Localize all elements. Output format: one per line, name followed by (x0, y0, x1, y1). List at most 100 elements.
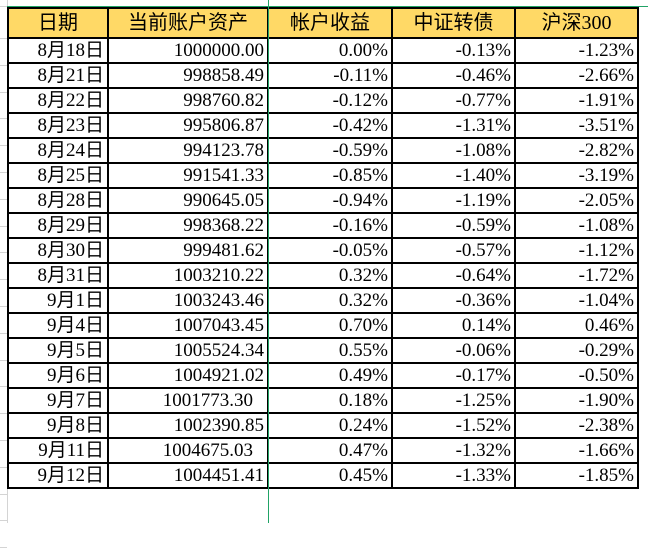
csi300-cell[interactable]: -0.50% (514, 362, 639, 389)
assets-cell[interactable]: 1004451.41 (107, 462, 269, 489)
csi-convertible-cell[interactable]: -0.77% (391, 87, 516, 114)
column-header-date[interactable]: 日期 (7, 7, 109, 39)
account-return-cell[interactable]: 0.70% (267, 312, 393, 339)
assets-cell[interactable]: 1000000.00 (107, 37, 269, 64)
csi300-cell[interactable]: -3.51% (514, 112, 639, 139)
date-cell[interactable]: 9月1日 (7, 287, 109, 314)
csi300-cell[interactable]: -2.82% (514, 137, 639, 164)
csi300-cell[interactable]: -2.05% (514, 187, 639, 214)
csi-convertible-cell[interactable]: -0.57% (391, 237, 516, 264)
csi-convertible-cell[interactable]: -1.19% (391, 187, 516, 214)
csi-convertible-cell[interactable]: -1.33% (391, 462, 516, 489)
assets-cell[interactable]: 991541.33 (107, 162, 269, 189)
account-return-cell[interactable]: -0.94% (267, 187, 393, 214)
date-cell[interactable]: 9月7日 (7, 387, 109, 414)
csi300-cell[interactable]: -1.72% (514, 262, 639, 289)
assets-cell[interactable]: 995806.87 (107, 112, 269, 139)
account-return-cell[interactable]: 0.32% (267, 287, 393, 314)
date-cell[interactable]: 9月8日 (7, 412, 109, 439)
table-row: 9月4日 1007043.45 0.70% 0.14% 0.46% (7, 312, 639, 339)
csi-convertible-cell[interactable]: -0.64% (391, 262, 516, 289)
account-return-cell[interactable]: 0.55% (267, 337, 393, 364)
csi-convertible-cell[interactable]: 0.14% (391, 312, 516, 339)
assets-cell[interactable]: 1004921.02 (107, 362, 269, 389)
row-gridline (0, 493, 7, 495)
csi300-cell[interactable]: -0.29% (514, 337, 639, 364)
date-cell[interactable]: 8月29日 (7, 212, 109, 239)
column-header-csi-convertible[interactable]: 中证转债 (391, 7, 516, 39)
account-return-cell[interactable]: -0.16% (267, 212, 393, 239)
account-return-cell[interactable]: 0.24% (267, 412, 393, 439)
account-return-cell[interactable]: 0.32% (267, 262, 393, 289)
assets-cell[interactable]: 1001773.30 (107, 387, 269, 414)
csi-convertible-cell[interactable]: -1.40% (391, 162, 516, 189)
assets-cell[interactable]: 1002390.85 (107, 412, 269, 439)
date-cell[interactable]: 8月21日 (7, 62, 109, 89)
column-header-account-assets[interactable]: 当前账户资产 (107, 7, 269, 39)
account-return-cell[interactable]: -0.59% (267, 137, 393, 164)
csi-convertible-cell[interactable]: -1.08% (391, 137, 516, 164)
date-cell[interactable]: 8月30日 (7, 237, 109, 264)
date-cell[interactable]: 9月5日 (7, 337, 109, 364)
csi300-cell[interactable]: -1.08% (514, 212, 639, 239)
date-cell[interactable]: 8月24日 (7, 137, 109, 164)
assets-cell[interactable]: 990645.05 (107, 187, 269, 214)
assets-cell[interactable]: 1004675.03 (107, 437, 269, 464)
account-return-cell[interactable]: -0.12% (267, 87, 393, 114)
csi300-cell[interactable]: -1.90% (514, 387, 639, 414)
assets-cell[interactable]: 998760.82 (107, 87, 269, 114)
column-header-csi300[interactable]: 沪深300 (514, 7, 639, 39)
assets-cell[interactable]: 994123.78 (107, 137, 269, 164)
account-return-cell[interactable]: 0.45% (267, 462, 393, 489)
date-cell[interactable]: 8月23日 (7, 112, 109, 139)
csi-convertible-cell[interactable]: -1.52% (391, 412, 516, 439)
csi-convertible-cell[interactable]: -0.17% (391, 362, 516, 389)
account-return-cell[interactable]: -0.11% (267, 62, 393, 89)
date-cell[interactable]: 8月28日 (7, 187, 109, 214)
csi-convertible-cell[interactable]: -0.06% (391, 337, 516, 364)
account-return-cell[interactable]: 0.18% (267, 387, 393, 414)
csi-convertible-cell[interactable]: -1.32% (391, 437, 516, 464)
account-return-cell[interactable]: -0.05% (267, 237, 393, 264)
assets-cell[interactable]: 1005524.34 (107, 337, 269, 364)
selection-border (7, 6, 648, 7)
csi300-cell[interactable]: -1.85% (514, 462, 639, 489)
assets-cell[interactable]: 1003210.22 (107, 262, 269, 289)
date-cell[interactable]: 9月12日 (7, 462, 109, 489)
row-gridline (0, 172, 7, 173)
column-header-account-return[interactable]: 帐户收益 (267, 7, 393, 39)
csi300-cell[interactable]: -1.04% (514, 287, 639, 314)
account-return-cell[interactable]: 0.47% (267, 437, 393, 464)
assets-cell[interactable]: 999481.62 (107, 237, 269, 264)
csi300-cell[interactable]: 0.46% (514, 312, 639, 339)
csi-convertible-cell[interactable]: -1.25% (391, 387, 516, 414)
date-cell[interactable]: 9月4日 (7, 312, 109, 339)
csi300-cell[interactable]: -1.23% (514, 37, 639, 64)
csi-convertible-cell[interactable]: -1.31% (391, 112, 516, 139)
assets-cell[interactable]: 998858.49 (107, 62, 269, 89)
csi-convertible-cell[interactable]: -0.59% (391, 212, 516, 239)
csi300-cell[interactable]: -1.91% (514, 87, 639, 114)
csi300-cell[interactable]: -3.19% (514, 162, 639, 189)
date-cell[interactable]: 8月18日 (7, 37, 109, 64)
assets-cell[interactable]: 1007043.45 (107, 312, 269, 339)
csi300-cell[interactable]: -2.38% (514, 412, 639, 439)
table-row: 9月1日 1003243.46 0.32% -0.36% -1.04% (7, 287, 639, 314)
account-return-cell[interactable]: 0.00% (267, 37, 393, 64)
date-cell[interactable]: 8月31日 (7, 262, 109, 289)
date-cell[interactable]: 8月25日 (7, 162, 109, 189)
assets-cell[interactable]: 1003243.46 (107, 287, 269, 314)
date-cell[interactable]: 9月6日 (7, 362, 109, 389)
csi-convertible-cell[interactable]: -0.46% (391, 62, 516, 89)
csi300-cell[interactable]: -2.66% (514, 62, 639, 89)
assets-cell[interactable]: 998368.22 (107, 212, 269, 239)
csi300-cell[interactable]: -1.12% (514, 237, 639, 264)
account-return-cell[interactable]: -0.42% (267, 112, 393, 139)
csi300-cell[interactable]: -1.66% (514, 437, 639, 464)
date-cell[interactable]: 9月11日 (7, 437, 109, 464)
account-return-cell[interactable]: -0.85% (267, 162, 393, 189)
csi-convertible-cell[interactable]: -0.36% (391, 287, 516, 314)
account-return-cell[interactable]: 0.49% (267, 362, 393, 389)
csi-convertible-cell[interactable]: -0.13% (391, 37, 516, 64)
date-cell[interactable]: 8月22日 (7, 87, 109, 114)
